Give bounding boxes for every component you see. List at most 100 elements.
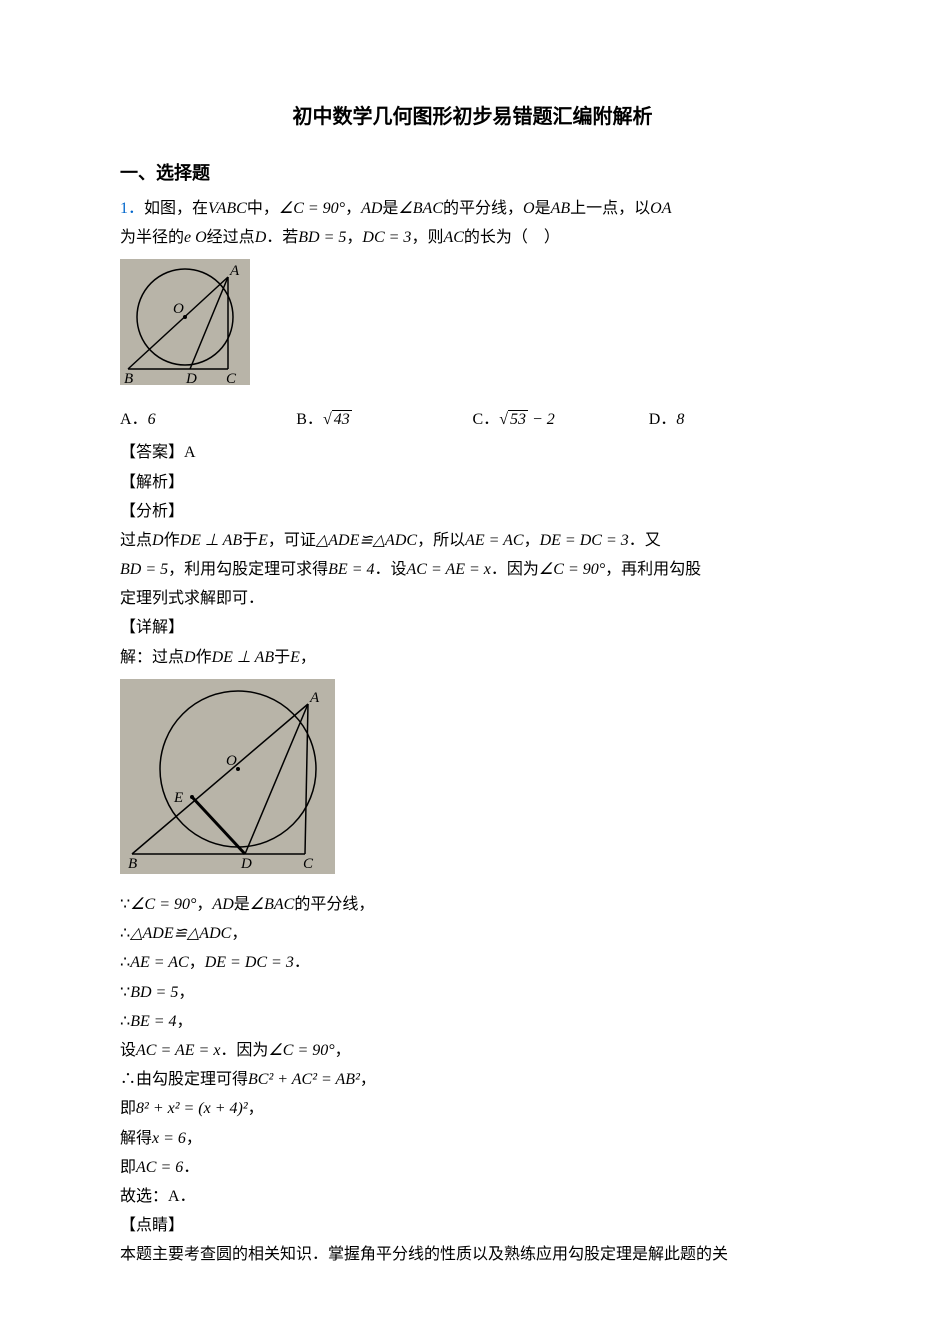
figure-2: EBDCAO <box>120 679 335 874</box>
stem-text: 经过点 <box>207 229 255 246</box>
final-answer: 故选：A． <box>120 1183 825 1210</box>
de-perp-ab: DE ⊥ AB <box>212 649 275 666</box>
text: ．又 <box>629 532 661 549</box>
options-row: A．6 B．√43 C．√53 − 2 D．8 <box>120 406 825 433</box>
svg-text:D: D <box>240 856 252 872</box>
e: E <box>258 532 268 549</box>
congruent-icon: ≌ <box>174 925 187 942</box>
step-equation: 即8² + x² = (x + 4)²， <box>120 1095 825 1122</box>
step-ac6: 即AC = 6． <box>120 1154 825 1181</box>
geometry-diagram-2: EBDCAO <box>120 679 335 874</box>
text: ， <box>231 925 247 942</box>
stem-text: ，则 <box>411 229 443 246</box>
step-c90: ∵∠C = 90°，AD是∠BAC的平分线， <box>120 891 825 918</box>
svg-text:B: B <box>124 371 133 385</box>
step-ae-ac: ∴AE = AC，DE = DC = 3． <box>120 949 825 976</box>
ae-eq-ac: AE = AC <box>465 532 524 549</box>
ae-ac: AE = AC <box>130 954 189 971</box>
svg-text:C: C <box>303 856 314 872</box>
ab: AB <box>551 200 571 217</box>
analysis-line2: BD = 5，利用勾股定理可求得BE = 4．设AC = AE = x．因为∠C… <box>120 556 825 583</box>
text: ， <box>186 1130 202 1147</box>
angle-c-90: ∠C = 90° <box>539 561 605 578</box>
angle-c-90: ∠C = 90° <box>130 896 196 913</box>
therefore-icon: ∴ <box>120 1013 130 1030</box>
step-bd5: ∵BD = 5， <box>120 979 825 1006</box>
congruent-icon: ≌ <box>359 532 372 549</box>
text: 设 <box>120 1042 136 1059</box>
analysis-label: 【分析】 <box>120 498 825 525</box>
sqrt-icon: √43 <box>323 406 352 433</box>
de-dc-3: DE = DC = 3 <box>540 532 629 549</box>
because-icon: ∵ <box>120 896 130 913</box>
de-perp-ab: DE ⊥ AB <box>180 532 243 549</box>
analysis-line3: 定理列式求解即可． <box>120 585 825 612</box>
x-6: x = 6 <box>152 1130 186 1147</box>
oa: OA <box>650 200 671 217</box>
text: ， <box>300 649 316 666</box>
solution-intro: 解：过点D作DE ⊥ AB于E， <box>120 644 825 671</box>
dc-eq: DC = 3 <box>362 229 411 246</box>
therefore-icon: ∴ <box>120 954 130 971</box>
text: 过点 <box>120 532 152 549</box>
text: 于 <box>242 532 258 549</box>
svg-text:D: D <box>185 371 197 385</box>
option-b-label: B． <box>296 411 323 428</box>
text: ，所以 <box>417 532 465 549</box>
expanded-eq: 8² + x² = (x + 4)² <box>136 1100 248 1117</box>
sqrt-icon: √53 <box>499 406 528 433</box>
step-solve: 解得x = 6， <box>120 1125 825 1152</box>
bd-5: BD = 5 <box>130 984 178 1001</box>
dianjing-label: 【点睛】 <box>120 1212 825 1239</box>
bd-5: BD = 5 <box>120 561 168 578</box>
svg-text:A: A <box>229 263 240 279</box>
text: ．因为 <box>491 561 539 578</box>
stem-text: 上一点，以 <box>570 200 650 217</box>
because-icon: ∵ <box>120 984 130 1001</box>
page-title: 初中数学几何图形初步易错题汇编附解析 <box>120 100 825 134</box>
d: D <box>255 229 267 246</box>
ac-ae-x: AC = AE = x <box>136 1042 220 1059</box>
text: 的平分线， <box>294 896 374 913</box>
stem-text: 如图，在 <box>144 200 208 217</box>
de-dc-3: DE = DC = 3 <box>205 954 294 971</box>
therefore-icon: ∴由勾股定理可得 <box>120 1071 248 1088</box>
option-a-value: 6 <box>148 411 156 428</box>
d: D <box>184 649 196 666</box>
tri-ade: △ADE <box>316 532 359 549</box>
svg-text:B: B <box>128 856 137 872</box>
text: 即 <box>120 1100 136 1117</box>
stem-text: ．若 <box>266 229 298 246</box>
be-4: BE = 4 <box>328 561 374 578</box>
explain-label: 【解析】 <box>120 469 825 496</box>
question-stem-line1: 1．如图，在VABC中，∠C = 90°，AD是∠BAC的平分线，O是AB上一点… <box>120 195 825 222</box>
stem-text: 的平分线， <box>443 200 523 217</box>
stem-text: 的长为（ ） <box>464 229 560 246</box>
option-b-value: 43 <box>332 410 352 428</box>
option-c-value: 53 <box>508 410 528 428</box>
text: ， <box>248 1100 264 1117</box>
tri-adc: △ADC <box>373 532 417 549</box>
text: 即 <box>120 1159 136 1176</box>
triangle-abc: VABC <box>208 200 247 217</box>
section-heading: 一、选择题 <box>120 158 825 189</box>
text: ， <box>335 1042 351 1059</box>
angle-c-90: ∠C = 90° <box>268 1042 334 1059</box>
answer-line: 【答案】A <box>120 439 825 466</box>
tri-adc: △ADC <box>187 925 231 942</box>
option-d-value: 8 <box>676 411 684 428</box>
geometry-diagram-1: BDCAO <box>120 259 250 385</box>
e: E <box>290 649 300 666</box>
stem-text: 是 <box>382 200 398 217</box>
angle-c-eq: ∠C = 90° <box>279 200 345 217</box>
text: ， <box>189 954 205 971</box>
text: ， <box>177 1013 193 1030</box>
step-be4: ∴BE = 4， <box>120 1008 825 1035</box>
o: O <box>523 200 535 217</box>
be-4: BE = 4 <box>130 1013 176 1030</box>
text: 解：过点 <box>120 649 184 666</box>
stem-text: 为半径的 <box>120 229 184 246</box>
question-number: 1． <box>120 200 144 217</box>
ac-ae-x: AC = AE = x <box>407 561 491 578</box>
text: ．因为 <box>220 1042 268 1059</box>
